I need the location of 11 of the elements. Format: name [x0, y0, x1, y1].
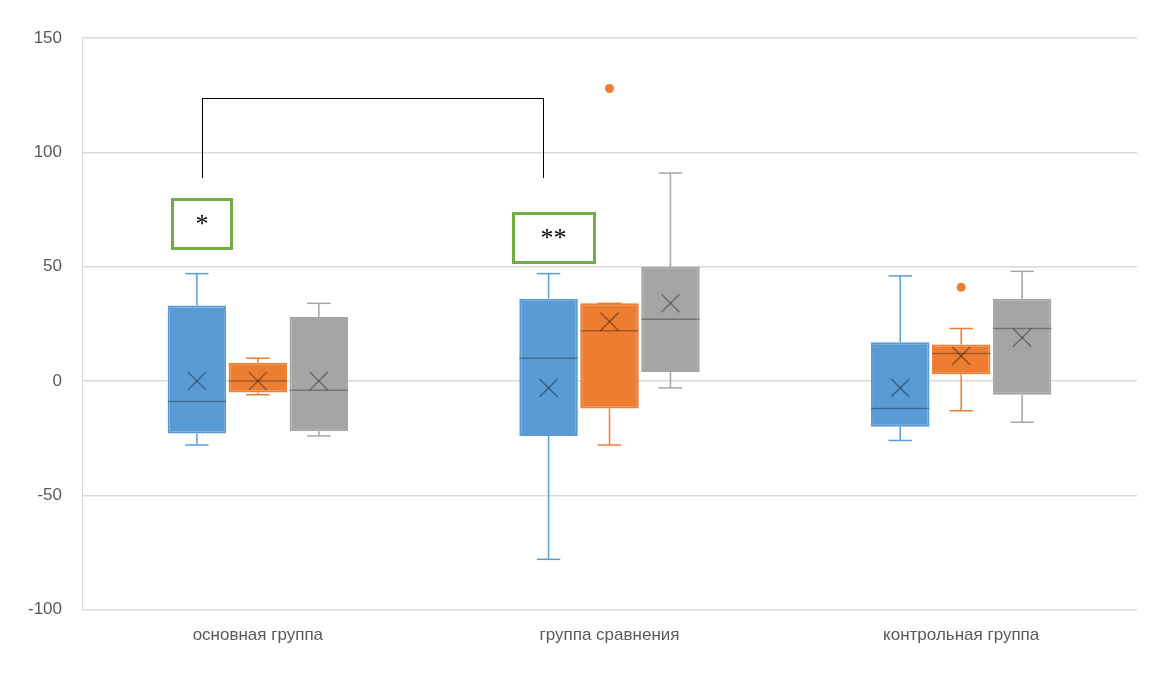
- annotation-frame: *: [170, 198, 233, 250]
- x-tick-label: группа сравнения: [539, 625, 680, 645]
- annotation-frame: **: [511, 212, 596, 264]
- y-tick-label: -100: [27, 599, 63, 619]
- x-tick-label: основная группа: [192, 625, 324, 645]
- y-tick-label: 50: [43, 256, 63, 276]
- y-tick-label: -50: [37, 485, 63, 505]
- y-tick-label: 150: [33, 27, 63, 47]
- x-tick-label: контрольная группа: [883, 625, 1040, 645]
- y-tick-label: 0: [52, 370, 63, 390]
- y-tick-label: 100: [33, 142, 63, 162]
